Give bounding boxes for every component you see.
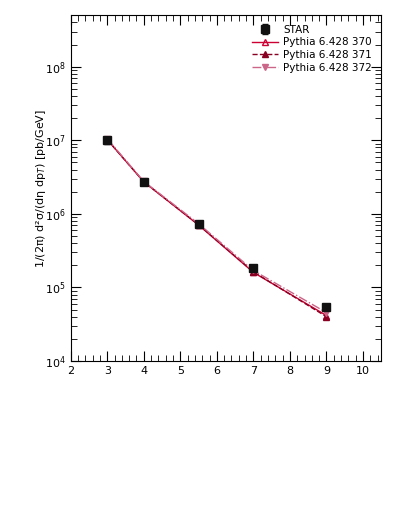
Pythia 6.428 370 (105, 137, 110, 143)
Pythia 6.428 372 (141, 178, 146, 184)
Pythia 6.428 371 (105, 137, 110, 143)
Line: Pythia 6.428 370: Pythia 6.428 370 (104, 136, 330, 319)
Pythia 6.428 371 (324, 314, 329, 320)
Legend: STAR, Pythia 6.428 370, Pythia 6.428 371, Pythia 6.428 372: STAR, Pythia 6.428 370, Pythia 6.428 371… (248, 20, 376, 77)
Line: Pythia 6.428 371: Pythia 6.428 371 (104, 136, 330, 320)
Pythia 6.428 370 (324, 312, 329, 318)
Pythia 6.428 372 (105, 136, 110, 142)
Pythia 6.428 370 (251, 269, 256, 275)
Pythia 6.428 371 (141, 179, 146, 185)
Pythia 6.428 370 (196, 222, 201, 228)
Pythia 6.428 371 (196, 222, 201, 228)
Pythia 6.428 372 (324, 309, 329, 315)
Pythia 6.428 372 (251, 267, 256, 273)
Line: Pythia 6.428 372: Pythia 6.428 372 (104, 135, 330, 316)
Pythia 6.428 372 (196, 221, 201, 227)
Y-axis label: 1/(2π) d²σ/(dη dp$_T$) [pb/GeV]: 1/(2π) d²σ/(dη dp$_T$) [pb/GeV] (34, 109, 48, 268)
Pythia 6.428 371 (251, 269, 256, 275)
Pythia 6.428 370 (141, 179, 146, 185)
